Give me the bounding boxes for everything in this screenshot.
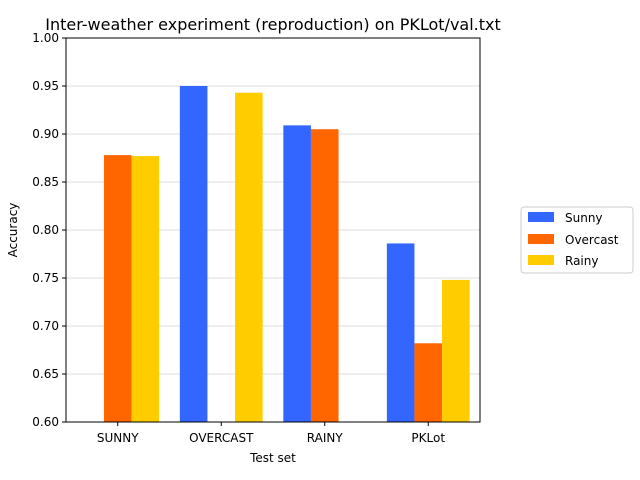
x-tick-label: RAINY — [307, 431, 344, 445]
y-tick-label: 0.75 — [32, 271, 59, 285]
y-tick-label: 1.00 — [32, 31, 59, 45]
x-tick-label: PKLot — [411, 431, 445, 445]
bar-rainy-pklot — [442, 279, 470, 422]
x-axis-label: Test set — [249, 451, 296, 465]
y-tick-label: 0.85 — [32, 175, 59, 189]
y-axis-ticks: 0.60 0.65 0.70 0.75 0.80 0.85 0.90 0.95 1.00 — [32, 31, 66, 429]
y-tick-label: 0.60 — [32, 415, 59, 429]
bar-rainy-sunny — [131, 156, 160, 422]
y-tick-label: 0.90 — [32, 127, 59, 141]
bar-sunny-pklot — [386, 243, 415, 422]
legend-swatch-rainy — [528, 255, 554, 265]
y-tick-label: 0.65 — [32, 367, 59, 381]
bars — [103, 86, 470, 423]
y-axis-label: Accuracy — [6, 203, 20, 258]
x-tick-label: SUNNY — [97, 431, 139, 445]
legend-swatch-overcast — [528, 234, 554, 244]
bar-overcast-pklot — [414, 343, 443, 422]
legend-label-overcast: Overcast — [565, 233, 619, 247]
legend: Sunny Overcast Rainy — [520, 206, 634, 274]
legend-label-sunny: Sunny — [565, 211, 603, 225]
x-axis-ticks: SUNNY OVERCAST RAINY PKLot — [97, 422, 445, 445]
bar-sunny-rainy — [283, 125, 311, 423]
bar-overcast-sunny — [103, 155, 132, 422]
bar-overcast-rainy — [310, 129, 339, 422]
bar-sunny-overcast — [179, 86, 208, 422]
bar-rainy-overcast — [235, 92, 263, 422]
y-tick-label: 0.95 — [32, 79, 59, 93]
chart-title: Inter-weather experiment (reproduction) … — [45, 15, 501, 34]
x-tick-label: OVERCAST — [189, 431, 254, 445]
y-tick-label: 0.80 — [32, 223, 59, 237]
legend-swatch-sunny — [528, 212, 554, 222]
y-tick-label: 0.70 — [32, 319, 59, 333]
legend-label-rainy: Rainy — [565, 254, 598, 268]
